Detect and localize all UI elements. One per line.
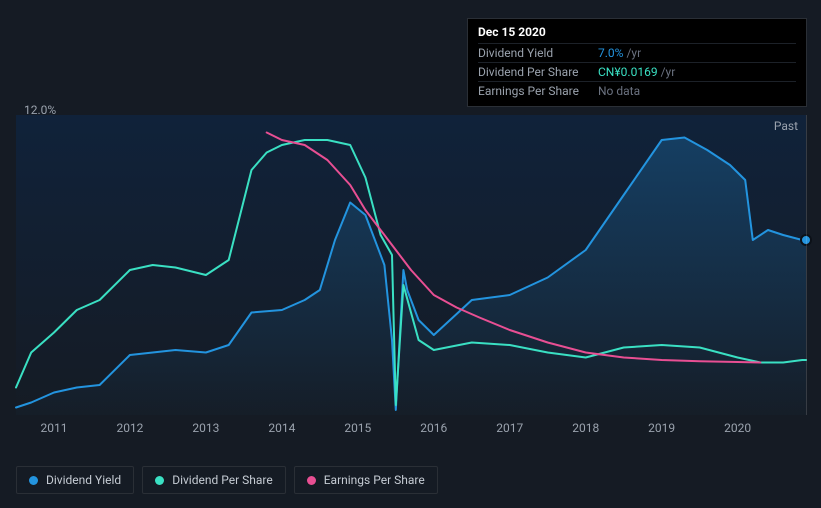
- x-tick-label: 2019: [648, 421, 675, 435]
- legend-dot-icon: [307, 476, 316, 485]
- legend-dividend-yield[interactable]: Dividend Yield: [16, 466, 134, 494]
- line-chart[interactable]: 12.0% 0% Past 20112012201320142015201620…: [16, 105, 806, 450]
- plot-area: [16, 115, 806, 415]
- x-tick-label: 2018: [572, 421, 599, 435]
- x-tick-label: 2016: [420, 421, 447, 435]
- chart-svg: [16, 115, 806, 415]
- tooltip-row: Earnings Per Share No data: [478, 81, 796, 100]
- tooltip-value: CN¥0.0169/yr: [598, 65, 675, 79]
- cursor-line: [806, 115, 807, 415]
- legend-earnings-per-share[interactable]: Earnings Per Share: [294, 466, 438, 494]
- tooltip-row: Dividend Yield 7.0%/yr: [478, 43, 796, 62]
- x-tick-label: 2020: [724, 421, 751, 435]
- x-tick-label: 2011: [40, 421, 67, 435]
- legend-label: Dividend Per Share: [172, 473, 273, 487]
- tooltip-date: Dec 15 2020: [478, 25, 796, 43]
- tooltip-label: Earnings Per Share: [478, 84, 598, 98]
- legend-dot-icon: [29, 476, 38, 485]
- x-tick-label: 2015: [344, 421, 371, 435]
- tooltip-label: Dividend Per Share: [478, 65, 598, 79]
- x-tick-label: 2017: [496, 421, 523, 435]
- tooltip-label: Dividend Yield: [478, 46, 598, 60]
- chart-tooltip: Dec 15 2020 Dividend Yield 7.0%/yr Divid…: [467, 18, 807, 107]
- tooltip-row: Dividend Per Share CN¥0.0169/yr: [478, 62, 796, 81]
- legend-label: Earnings Per Share: [324, 473, 425, 487]
- x-tick-label: 2014: [268, 421, 295, 435]
- past-label: Past: [774, 119, 798, 133]
- tooltip-value: No data: [598, 84, 643, 98]
- legend-label: Dividend Yield: [46, 473, 121, 487]
- legend-dot-icon: [155, 476, 164, 485]
- x-axis-labels: 2011 2012 2013 2014 2015 2016 2017 2018 2019 2020: [16, 421, 806, 441]
- tooltip-value: 7.0%/yr: [598, 46, 641, 60]
- chart-legend: Dividend Yield Dividend Per Share Earnin…: [16, 466, 438, 494]
- x-tick-label: 2013: [192, 421, 219, 435]
- x-tick-label: 2012: [116, 421, 143, 435]
- legend-dividend-per-share[interactable]: Dividend Per Share: [142, 466, 286, 494]
